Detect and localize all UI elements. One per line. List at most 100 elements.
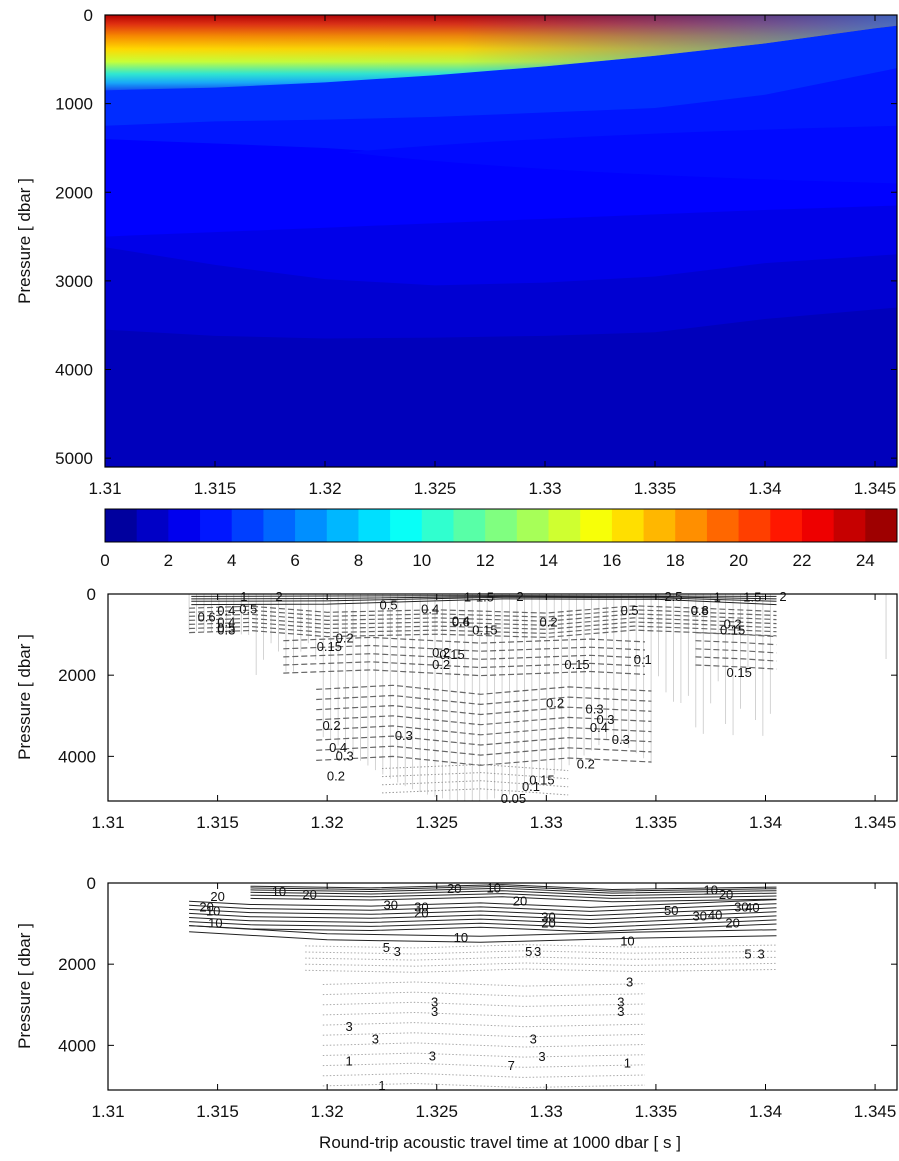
y-tick-label: 1000 (55, 95, 93, 114)
heatmap-panel: 1.31 1.315 1.32 1.325 1.33 1.335 1.34 1.345 0 100… (15, 6, 898, 498)
contour-label: 2 (275, 589, 282, 604)
contour-label: 0.5 (379, 597, 397, 612)
contour-label: 0.4 (217, 603, 235, 618)
panel2-contour-labels: 1 2 1 1.5 2 2.5 1 1.5 20.4 0.50.6 0.40.50.30.5 0.40… (198, 589, 787, 806)
x-tick-label: 1.315 (196, 1102, 239, 1121)
contour-label: 0.2 (724, 616, 742, 631)
contour-dashed (283, 644, 646, 652)
contour-dotted (322, 1011, 646, 1018)
contour-label: 30 (383, 898, 397, 913)
contour-label: 3 (394, 944, 401, 959)
contour-dashed (316, 755, 652, 766)
y-tick-label: 5000 (55, 449, 93, 468)
x-tick-label: 1.335 (635, 1102, 678, 1121)
contour-solid (191, 596, 777, 602)
contour-label: 3 (530, 1031, 537, 1046)
contour-label: 3 (429, 1049, 436, 1064)
colorbar-tick-label: 2 (164, 551, 173, 570)
contour-label: 1 (378, 1078, 385, 1093)
contour-label: 30 (693, 908, 707, 923)
x-tick-label: 1.33 (530, 1102, 563, 1121)
colorbar-tick-label: 12 (476, 551, 495, 570)
contour-label: 10 (620, 933, 634, 948)
contour-label: 5 (383, 940, 390, 955)
contour-label: 0.3 (336, 748, 354, 763)
contour-label: 20 (414, 905, 428, 920)
x-tick-label: 1.325 (415, 1102, 458, 1121)
x-tick-label: 1.31 (91, 813, 124, 832)
contour-solid (189, 931, 777, 943)
heatmap-surface-fade (105, 15, 897, 91)
contour-label: 3 (431, 995, 438, 1010)
contour-label: 20 (719, 887, 733, 902)
contour-label: 0.5 (217, 621, 235, 636)
contour-label: 20 (513, 894, 527, 909)
colorbar-swatch (263, 509, 296, 542)
x-tick-label: 1.32 (311, 813, 344, 832)
contour-label: 10 (272, 884, 286, 899)
contour-dotted (305, 962, 777, 967)
contour-dashed (283, 636, 646, 644)
contour-label: 2.5 (664, 589, 682, 604)
colorbar-swatch (421, 509, 454, 542)
contour-panel-2: 1 2 1 1.5 2 2.5 1 1.5 20.4 0.50.6 0.40.50.30.5 0.40… (15, 585, 898, 832)
contour-label: 20 (725, 916, 739, 931)
contour-label: 10 (454, 930, 468, 945)
heatmap-lens (347, 125, 897, 184)
contour-label: 1 (240, 589, 247, 604)
contour-label: 0.15 (439, 647, 464, 662)
contour-solid (250, 887, 777, 894)
contour-label: 0.4 (590, 720, 608, 735)
colorbar-swatch (231, 509, 264, 542)
y-tick-label: 2000 (58, 955, 96, 974)
contour-dashed (189, 621, 777, 630)
contour-label: 0.15 (317, 639, 342, 654)
colorbar-swatch (706, 509, 740, 542)
contour-label: 1 (464, 590, 471, 605)
y-tick-label: 2000 (58, 666, 96, 685)
contour-label: 40 (745, 900, 759, 915)
colorbar-swatch (548, 509, 581, 542)
contour-label: 1 (714, 590, 721, 605)
colorbar-swatch (390, 509, 423, 542)
contour-label: 0.15 (564, 657, 589, 672)
contour-label: 3 (626, 974, 633, 989)
panel2-y-axis-label: Pressure [ dbar ] (15, 634, 34, 760)
contour-solid (191, 595, 777, 600)
contour-label: 2 (516, 589, 523, 604)
heatmap-surface-layer (105, 15, 897, 91)
contour-label: 0.05 (501, 791, 526, 806)
contour-label: 0.3 (395, 728, 413, 743)
contour-solid (189, 907, 777, 917)
contour-dashed (189, 609, 777, 618)
contour-label: 0.1 (634, 652, 652, 667)
colorbar-tick-label: 24 (856, 551, 875, 570)
contour-solid (189, 899, 777, 908)
colorbar-tick-label: 8 (354, 551, 363, 570)
contour-label: 30 (414, 899, 428, 914)
contour-label: 3 (431, 1004, 438, 1019)
contour-label: 0.6 (452, 614, 470, 629)
contour-label: 0.3 (217, 623, 235, 638)
contour-label: 20 (210, 889, 224, 904)
contour-solid (189, 925, 777, 937)
colorbar-swatch (770, 509, 803, 542)
contour-dotted (322, 1052, 646, 1058)
contour-dashed (189, 617, 777, 626)
colorbar-tick-label: 20 (729, 551, 748, 570)
contour-label: 3 (345, 1019, 352, 1034)
contour-label: 0.5 (621, 603, 639, 618)
x-tick-label: 1.315 (194, 479, 237, 498)
colorbar-swatch (453, 509, 486, 542)
colorbar-swatch (485, 509, 518, 542)
y-tick-label: 2000 (55, 183, 93, 202)
panel2-axes: 1.31 1.315 1.32 1.325 1.33 1.335 1.34 1.345 0 200… (58, 585, 897, 832)
x-tick-label: 1.345 (854, 1102, 897, 1121)
y-tick-label: 0 (87, 874, 96, 893)
colorbar-swatch (326, 509, 359, 542)
contour-dotted (322, 1082, 646, 1089)
contour-label: 0.3 (586, 702, 604, 717)
contour-label: 0.5 (239, 601, 257, 616)
contour-dotted (322, 1022, 646, 1028)
